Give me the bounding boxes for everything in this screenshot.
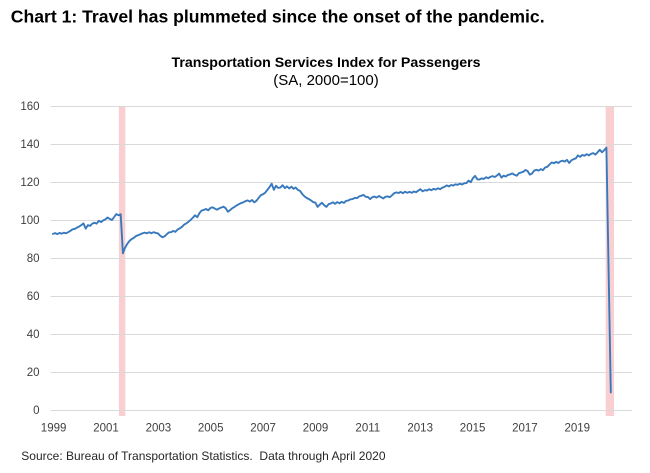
svg-text:20: 20 xyxy=(27,367,40,379)
svg-text:2011: 2011 xyxy=(355,423,380,435)
svg-text:Chart 1: Travel has plummeted: Chart 1: Travel has plummeted since the … xyxy=(11,6,545,26)
svg-text:(SA, 2000=100): (SA, 2000=100) xyxy=(273,72,379,89)
svg-text:120: 120 xyxy=(20,177,39,189)
svg-text:2019: 2019 xyxy=(565,423,591,435)
svg-text:2017: 2017 xyxy=(512,423,538,435)
svg-text:2003: 2003 xyxy=(146,423,172,435)
svg-text:2013: 2013 xyxy=(407,423,433,435)
svg-text:Transportation Services Index: Transportation Services Index for Passen… xyxy=(171,55,480,71)
svg-text:2001: 2001 xyxy=(93,423,119,435)
svg-text:2005: 2005 xyxy=(198,423,224,435)
svg-text:100: 100 xyxy=(20,215,39,227)
svg-text:2007: 2007 xyxy=(250,423,276,435)
svg-text:0: 0 xyxy=(33,405,39,417)
svg-text:160: 160 xyxy=(20,101,39,113)
svg-text:80: 80 xyxy=(27,253,40,265)
svg-text:140: 140 xyxy=(20,139,39,151)
svg-text:Source: Bureau of Transportati: Source: Bureau of Transportation Statist… xyxy=(21,449,386,463)
svg-text:2009: 2009 xyxy=(303,423,329,435)
svg-text:2015: 2015 xyxy=(460,423,486,435)
svg-text:40: 40 xyxy=(27,329,40,341)
svg-text:60: 60 xyxy=(27,291,40,303)
svg-text:1999: 1999 xyxy=(41,423,67,435)
